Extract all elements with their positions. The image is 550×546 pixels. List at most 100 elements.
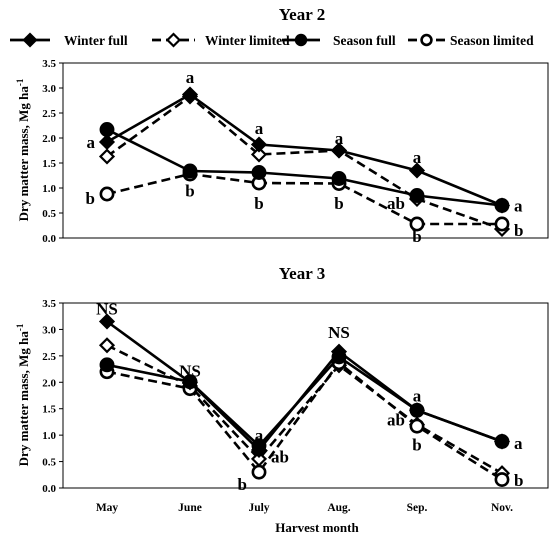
significance-label: NS — [179, 362, 201, 381]
data-point-sep — [409, 418, 425, 434]
significance-label: b — [185, 182, 194, 201]
data-point-july — [250, 136, 268, 153]
data-point-nov — [494, 434, 510, 449]
data-point-aug — [331, 349, 347, 365]
y-axis-label-superscript: -1 — [15, 323, 25, 331]
legend-label: Season limited — [450, 33, 534, 48]
y-tick-label: 2.0 — [42, 133, 56, 145]
significance-label: a — [514, 434, 523, 453]
significance-label: NS — [328, 323, 350, 342]
series-line — [106, 92, 503, 207]
legend: Winter full Winter limited Season full Seas… — [10, 32, 534, 48]
plot-area-frame — [62, 62, 549, 239]
significance-label: b — [412, 436, 421, 455]
significance-label: a — [413, 387, 422, 406]
significance-label: b — [412, 227, 421, 246]
x-tick-label-june: June — [178, 502, 202, 514]
x-axis-label: Harvest month — [275, 520, 359, 535]
legend-marker-circle — [420, 33, 433, 47]
x-tick-label-july: July — [248, 502, 269, 514]
y-axis-label-text: Dry matter mass, Mg ha — [16, 86, 31, 222]
x-tick-label-nov: Nov. — [491, 502, 513, 514]
data-point-may — [98, 133, 116, 151]
y-tick-label: 0.5 — [42, 208, 56, 220]
data-point-july — [251, 165, 267, 180]
significance-label: a — [514, 197, 523, 216]
y-tick-label: 3.0 — [42, 83, 56, 95]
legend-label: Season full — [333, 33, 396, 48]
data-point-may — [99, 186, 115, 202]
data-point-aug — [330, 142, 348, 159]
y-tick-label: 0.0 — [42, 233, 56, 245]
data-point-may — [99, 357, 115, 373]
y-tick-label: 2.5 — [42, 351, 56, 363]
y-axis-label: Dry matter mass, Mg ha-1 — [15, 78, 31, 221]
legend-marker-circle — [294, 33, 308, 47]
legend-label: Winter full — [64, 33, 128, 48]
legend-item-season-full: Season full — [282, 33, 396, 48]
y-tick-label: 1.0 — [42, 183, 56, 195]
data-point-may — [98, 313, 116, 330]
y-tick-label: 0.5 — [42, 457, 56, 469]
series-line — [106, 128, 503, 207]
panel-year-3: Year 3 0.0 0.5 1.0 1.5 2.0 2.5 3.0 3.5 Dry matter… — [15, 264, 549, 514]
significance-label: a — [413, 148, 422, 167]
legend-item-season-limited: Season limited — [408, 33, 534, 48]
series-line — [106, 355, 503, 448]
y-axis-label-superscript: -1 — [15, 78, 25, 86]
y-tick-label: 1.5 — [42, 158, 56, 170]
significance-label: ab — [387, 410, 405, 429]
y-axis-label: Dry matter mass, Mg ha-1 — [15, 323, 31, 466]
series-winter-full — [98, 86, 511, 214]
significance-label: ab — [271, 447, 289, 466]
significance-label: b — [334, 194, 343, 213]
data-point-nov — [494, 216, 510, 232]
x-tick-label-sep: Sep. — [407, 502, 428, 514]
data-point-june — [182, 374, 198, 390]
x-tick-label-aug: Aug. — [327, 502, 350, 514]
data-point-nov — [494, 472, 510, 487]
series-line — [106, 320, 503, 452]
significance-label: a — [255, 426, 264, 445]
series-season-full — [99, 349, 510, 454]
series-season-limited — [99, 166, 510, 232]
significance-label: ab — [387, 194, 405, 213]
data-point-june — [181, 86, 199, 103]
significance-label: b — [514, 471, 523, 490]
significance-label: a — [87, 133, 96, 152]
significance-label: a — [335, 129, 344, 148]
data-point-july — [251, 464, 267, 480]
data-point-sep — [409, 188, 425, 203]
series-season-full — [99, 122, 510, 213]
series-line — [106, 360, 503, 481]
series-winter-full — [98, 313, 511, 458]
data-point-may — [99, 122, 115, 137]
legend-item-winter-full: Winter full — [10, 32, 128, 48]
data-point-may — [98, 337, 116, 354]
data-point-may — [98, 148, 116, 165]
series-line — [106, 172, 502, 226]
significance-label: a — [255, 119, 264, 138]
y-axis-label-text: Dry matter mass, Mg ha — [16, 331, 31, 467]
significance-label: b — [514, 221, 523, 240]
chart-title: Year 3 — [279, 264, 325, 283]
legend-marker-diamond — [22, 32, 38, 48]
data-point-july — [251, 438, 267, 454]
data-point-aug — [331, 171, 347, 186]
y-tick-label: 2.5 — [42, 108, 56, 120]
significance-label: b — [238, 475, 247, 494]
data-point-nov — [494, 198, 510, 213]
y-tick-label: 3.5 — [42, 58, 56, 70]
y-tick-label: 2.0 — [42, 377, 56, 389]
data-point-sep — [409, 216, 425, 232]
significance-label: a — [186, 68, 195, 87]
y-tick-label: 3.5 — [42, 298, 56, 310]
plot-area-frame — [62, 302, 549, 489]
data-point-sep — [408, 162, 426, 179]
data-point-july — [250, 146, 268, 163]
panel-year-2: Year 2 0.0 0.5 1.0 1.5 2.0 2.5 3.0 3.5 Dry matter… — [15, 5, 549, 246]
significance-label: NS — [96, 299, 118, 318]
y-tick-label: 1.5 — [42, 404, 56, 416]
data-point-june — [182, 163, 198, 179]
